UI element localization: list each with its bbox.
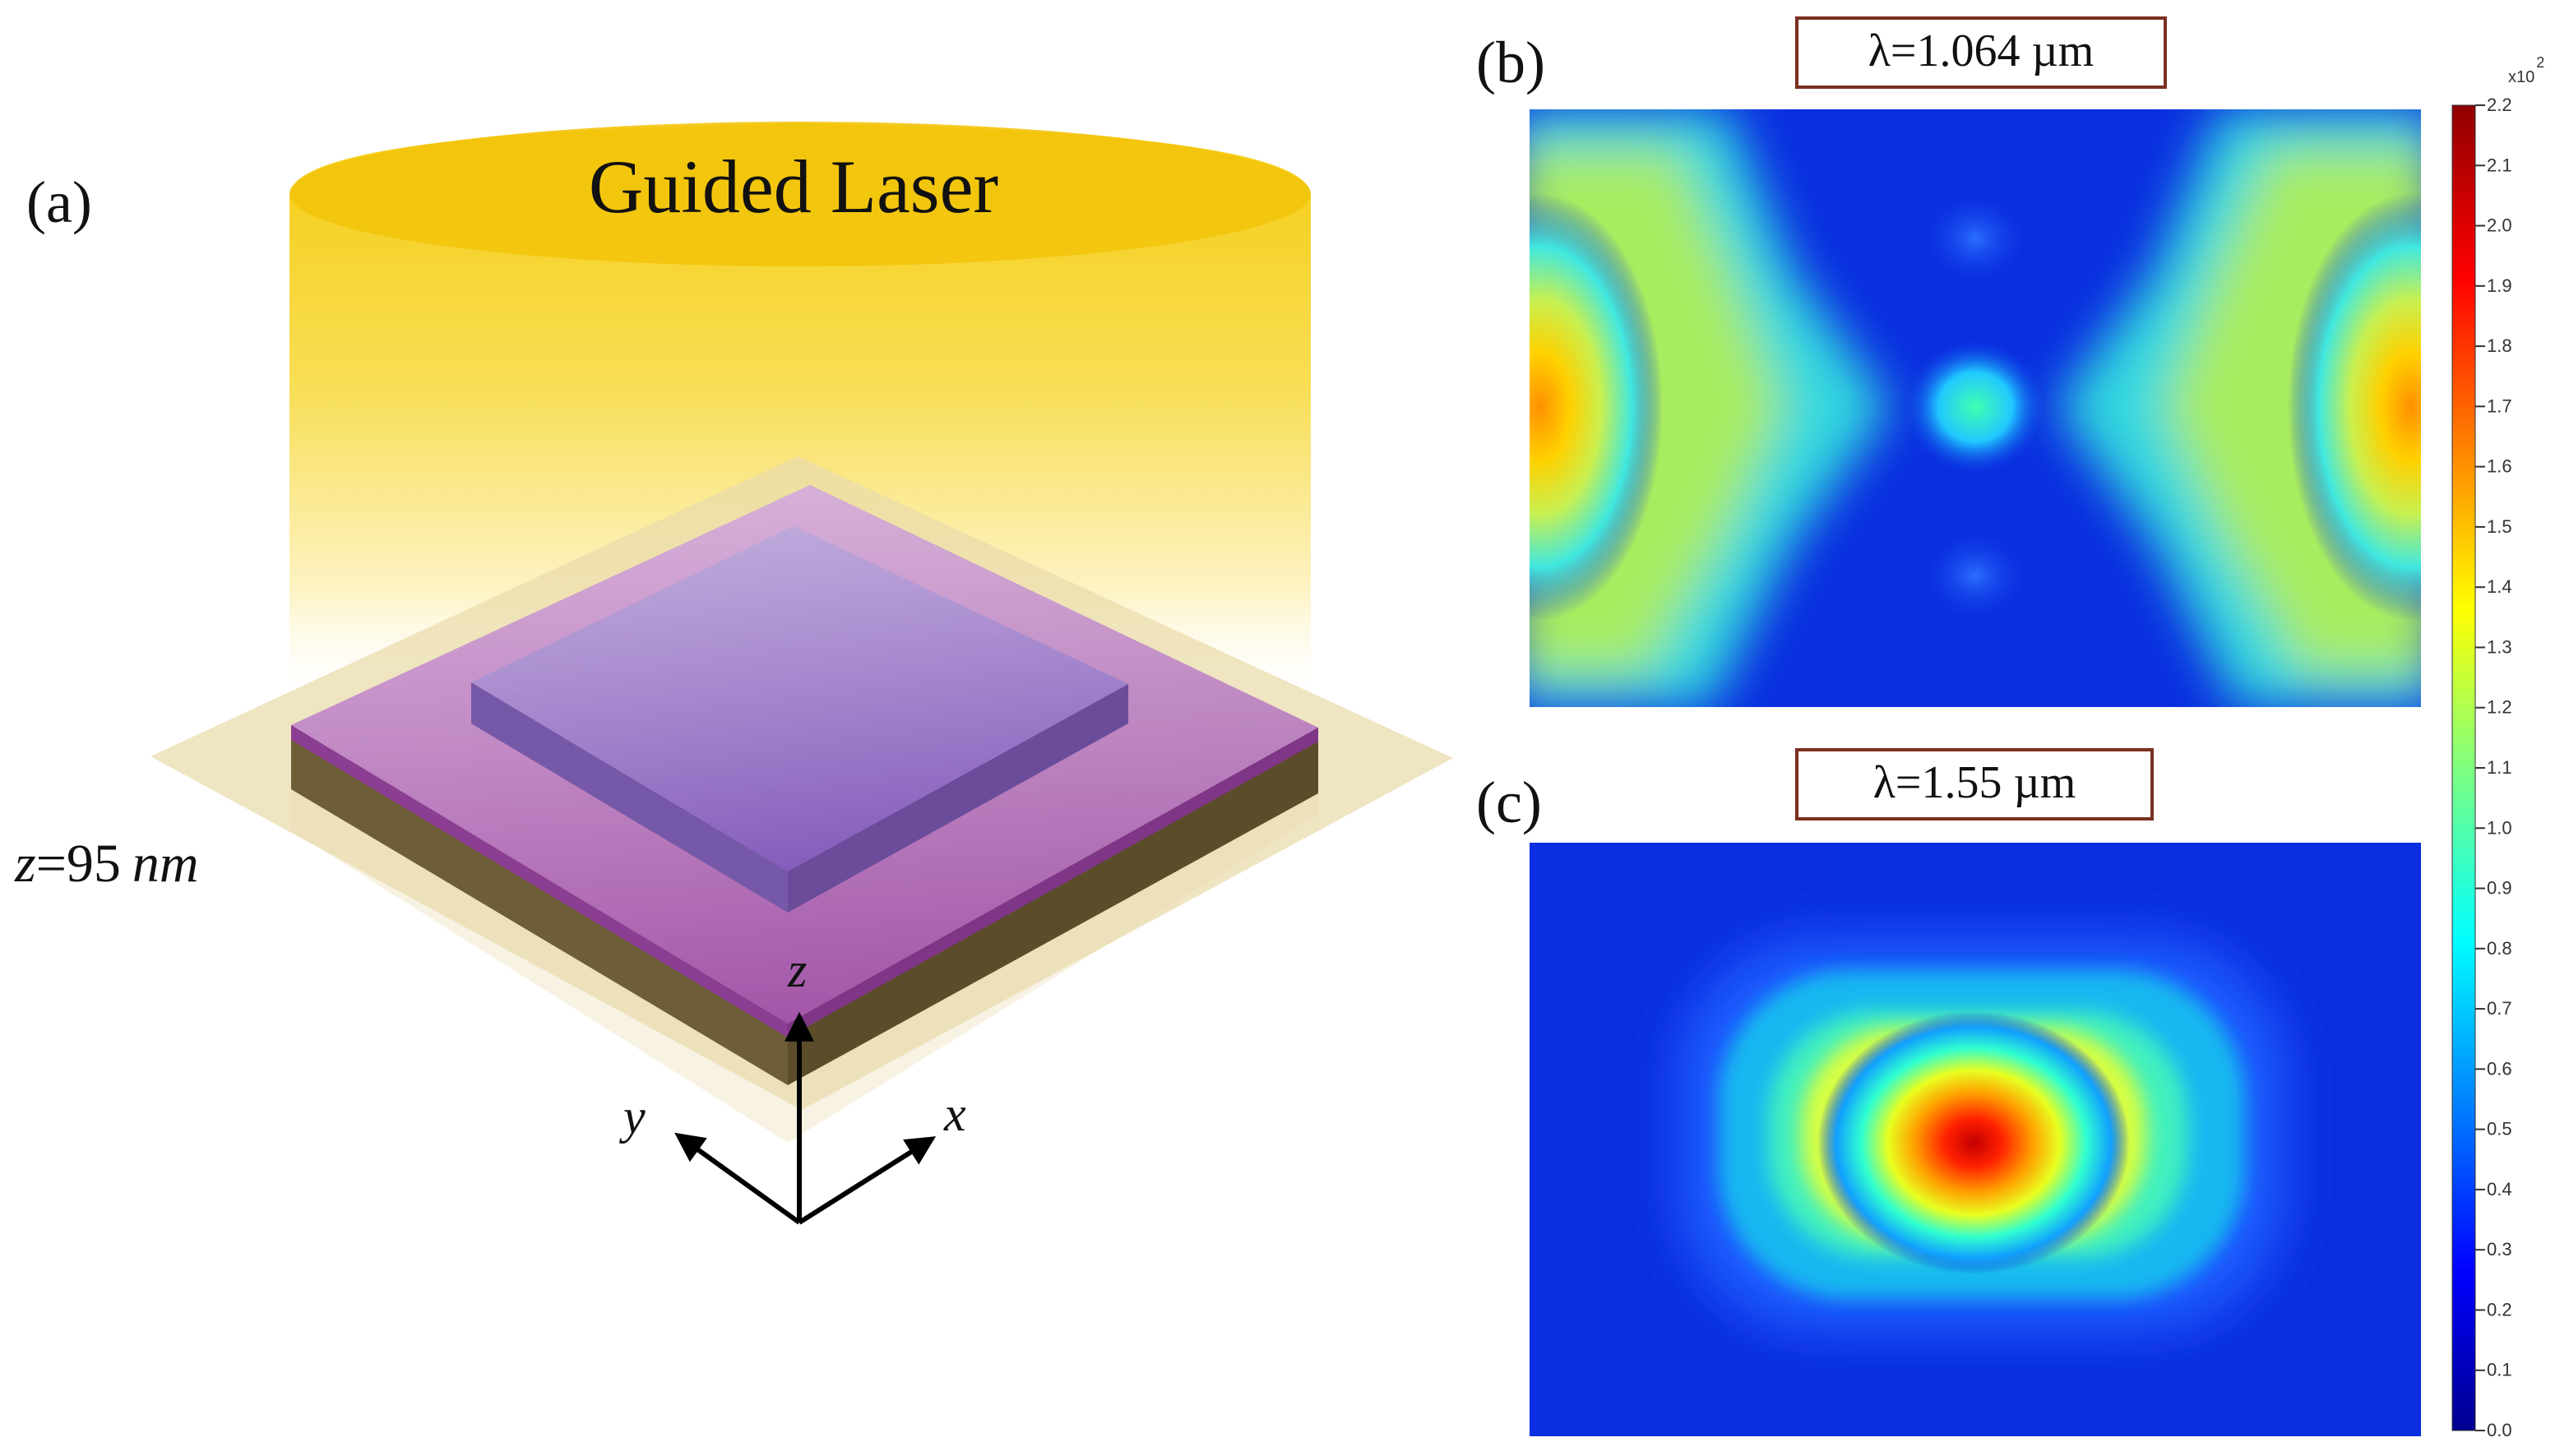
- colorbar-tick-label: 1.7: [2487, 395, 2512, 416]
- coordinate-axes: [674, 1011, 937, 1225]
- panel-c: (c) λ=1.55 µm: [1476, 748, 2421, 1436]
- substrate: [291, 725, 1318, 1143]
- colorbar-tick-label: 0.6: [2487, 1058, 2512, 1079]
- colorbar-ticks: 0.0 0.1 0.2 0.3 0.4 0.5 0.6 0.7 0.8 0.9 1.0 1.1 1.2 1…: [2475, 95, 2512, 1440]
- colorbar-tick-label: 1.5: [2487, 516, 2512, 537]
- colorbar-tick-label: 2.1: [2487, 155, 2512, 175]
- colorbar-tick-label: 2.2: [2487, 95, 2512, 115]
- colorbar-tick-label: 0.3: [2487, 1239, 2512, 1260]
- thickness-label: z=95 nm: [14, 834, 199, 894]
- colorbar-tick-label: 0.9: [2487, 878, 2512, 899]
- panel-a-label: (a): [26, 169, 92, 235]
- colorbar-tick-label: 1.9: [2487, 275, 2512, 296]
- panel-c-wavelength: λ=1.55 µm: [1873, 757, 2076, 808]
- colorbar-scale-base: x10: [2508, 68, 2534, 86]
- panel-c-label: (c): [1476, 770, 1542, 835]
- panel-c-wavelength-box: [1795, 748, 2154, 820]
- ridge-waveguide: [471, 526, 1128, 913]
- panel-b-wavelength-box: [1795, 16, 2167, 89]
- colorbar-tick-label: 0.2: [2487, 1299, 2512, 1320]
- y-axis: [674, 1132, 801, 1225]
- panel-b: (b) λ=1.064 µm: [1476, 16, 2421, 707]
- panel-b-wavelength: λ=1.064 µm: [1868, 25, 2095, 76]
- z-axis-label: z: [787, 943, 807, 997]
- colorbar-tick-label: 1.8: [2487, 335, 2512, 356]
- colorbar-tick-label: 0.7: [2487, 998, 2512, 1019]
- colorbar-tick-label: 0.1: [2487, 1360, 2512, 1380]
- colorbar-tick-label: 1.0: [2487, 817, 2512, 838]
- colorbar-tick-label: 0.5: [2487, 1119, 2512, 1139]
- panel-b-label: (b): [1476, 30, 1545, 95]
- colorbar-tick-label: 0.0: [2487, 1420, 2512, 1440]
- colorbar-tick-label: 1.6: [2487, 456, 2512, 477]
- colorbar-tick-label: 1.3: [2487, 636, 2512, 657]
- thickness-unit: nm: [132, 834, 199, 894]
- thickness-prefix: z: [14, 834, 36, 894]
- colorbar-tick-label: 0.8: [2487, 938, 2512, 959]
- colorbar-tick-label: 2.0: [2487, 215, 2512, 236]
- x-axis-label: x: [943, 1087, 966, 1141]
- colorbar-scale-exponent: 2: [2536, 54, 2544, 71]
- panel-a: (a) Guided Laser z=95 nm: [14, 122, 1453, 1225]
- colorbar: 0.0 0.1 0.2 0.3 0.4 0.5 0.6 0.7 0.8 0.9 1.0 1.1 1.2 1…: [2451, 54, 2544, 1440]
- colorbar-tick-label: 0.4: [2487, 1179, 2512, 1199]
- colorbar-tick-label: 1.1: [2487, 757, 2512, 778]
- laser-beam: [289, 122, 1311, 707]
- colorbar-gradient: [2451, 104, 2476, 1431]
- beam-label: Guided Laser: [589, 145, 998, 229]
- colorbar-tick-label: 1.4: [2487, 576, 2512, 597]
- colorbar-scale: x102: [2508, 54, 2544, 86]
- colorbar-tick-label: 1.2: [2487, 697, 2512, 718]
- field-map-b: [1530, 109, 2421, 707]
- y-axis-label: y: [618, 1089, 646, 1144]
- x-axis: [798, 1136, 937, 1225]
- thickness-value: =95: [36, 834, 121, 894]
- field-map-c: [1530, 843, 2421, 1436]
